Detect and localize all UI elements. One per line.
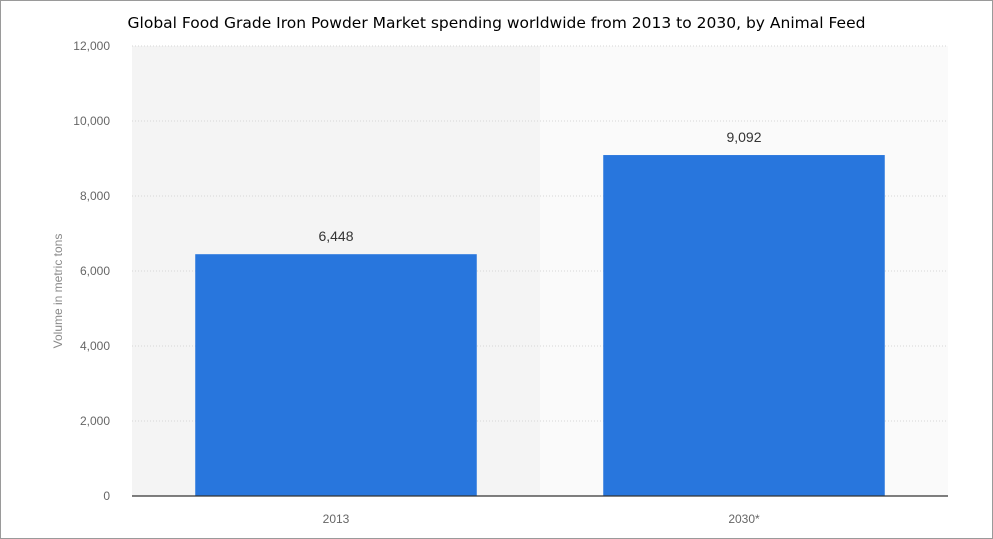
y-axis-ticks: 0 2,000 4,000 6,000 8,000 10,000 12,000 xyxy=(73,39,110,503)
bar xyxy=(195,254,477,496)
x-tick-label: 2013 xyxy=(323,512,350,526)
data-label: 6,448 xyxy=(318,228,353,244)
y-tick-label: 4,000 xyxy=(80,339,110,353)
data-label: 9,092 xyxy=(726,129,761,145)
x-axis-ticks: 2013 2030* xyxy=(323,512,760,526)
y-tick-label: 12,000 xyxy=(73,39,110,53)
x-tick-label: 2030* xyxy=(728,512,760,526)
y-tick-label: 0 xyxy=(103,489,110,503)
bars: 6,448 9,092 xyxy=(195,129,885,497)
y-tick-label: 6,000 xyxy=(80,264,110,278)
y-tick-label: 10,000 xyxy=(73,114,110,128)
y-axis-title: Volume in metric tons xyxy=(51,234,65,349)
y-tick-label: 2,000 xyxy=(80,414,110,428)
y-tick-label: 8,000 xyxy=(80,189,110,203)
chart-title: Global Food Grade Iron Powder Market spe… xyxy=(127,14,866,32)
bar xyxy=(603,155,885,497)
